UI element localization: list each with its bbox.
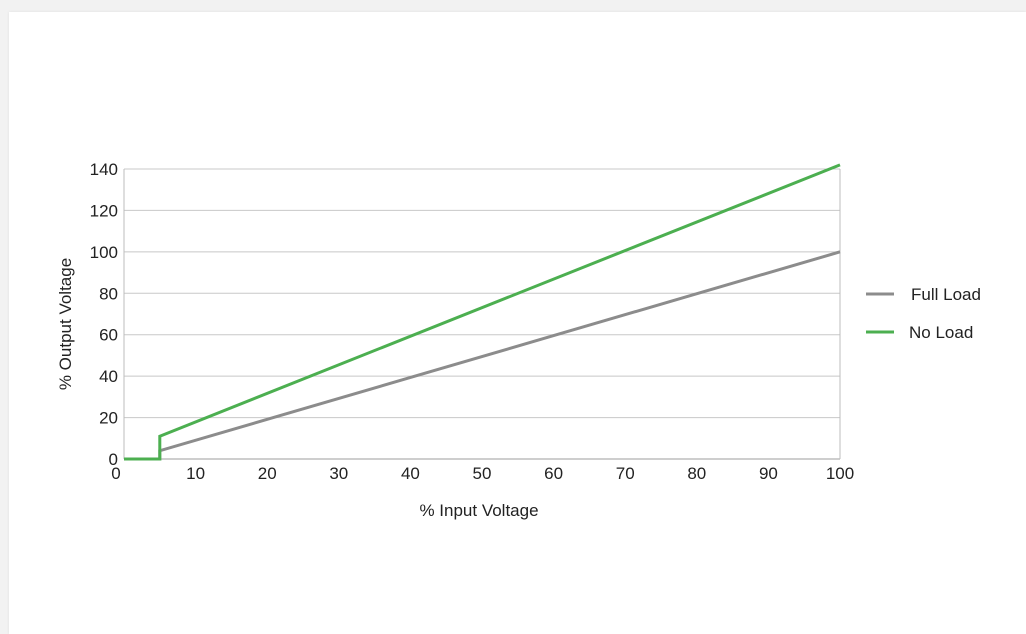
x-tick-label: 50 bbox=[473, 464, 492, 483]
legend-item-no-load: No Load bbox=[866, 323, 973, 342]
series-line-full-load bbox=[124, 250, 841, 461]
y-tick-label: 120 bbox=[90, 201, 118, 220]
series-line-no-load bbox=[124, 163, 841, 461]
series-lines bbox=[124, 163, 841, 461]
x-tick-label: 60 bbox=[544, 464, 563, 483]
y-tick-label: 20 bbox=[99, 409, 118, 428]
x-tick-label: 10 bbox=[186, 464, 205, 483]
y-tick-labels: 0 20 40 60 80 100 120 140 bbox=[90, 160, 118, 469]
y-axis-title: % Output Voltage bbox=[56, 258, 75, 390]
axes bbox=[123, 169, 841, 460]
legend-label-no-load: No Load bbox=[909, 323, 973, 342]
y-tick-label: 140 bbox=[90, 160, 118, 179]
y-tick-label: 60 bbox=[99, 326, 118, 345]
x-tick-label: 90 bbox=[759, 464, 778, 483]
x-tick-label: 30 bbox=[329, 464, 348, 483]
x-tick-label: 0 bbox=[111, 464, 120, 483]
gridlines bbox=[124, 168, 840, 419]
y-tick-label: 40 bbox=[99, 367, 118, 386]
legend: Full Load No Load bbox=[866, 285, 981, 342]
x-tick-label: 80 bbox=[687, 464, 706, 483]
x-tick-label: 20 bbox=[258, 464, 277, 483]
y-tick-label: 80 bbox=[99, 284, 118, 303]
legend-item-full-load: Full Load bbox=[866, 285, 981, 304]
x-axis-title: % Input Voltage bbox=[419, 501, 538, 520]
y-tick-label: 100 bbox=[90, 243, 118, 262]
x-tick-label: 70 bbox=[616, 464, 635, 483]
chart-card bbox=[9, 12, 1026, 634]
x-tick-label: 40 bbox=[401, 464, 420, 483]
legend-label-full-load: Full Load bbox=[911, 285, 981, 304]
x-tick-label: 100 bbox=[826, 464, 854, 483]
y-tick-label: 0 bbox=[109, 450, 118, 469]
x-tick-labels: 0 10 20 30 40 50 60 70 80 90 100 bbox=[111, 464, 854, 483]
